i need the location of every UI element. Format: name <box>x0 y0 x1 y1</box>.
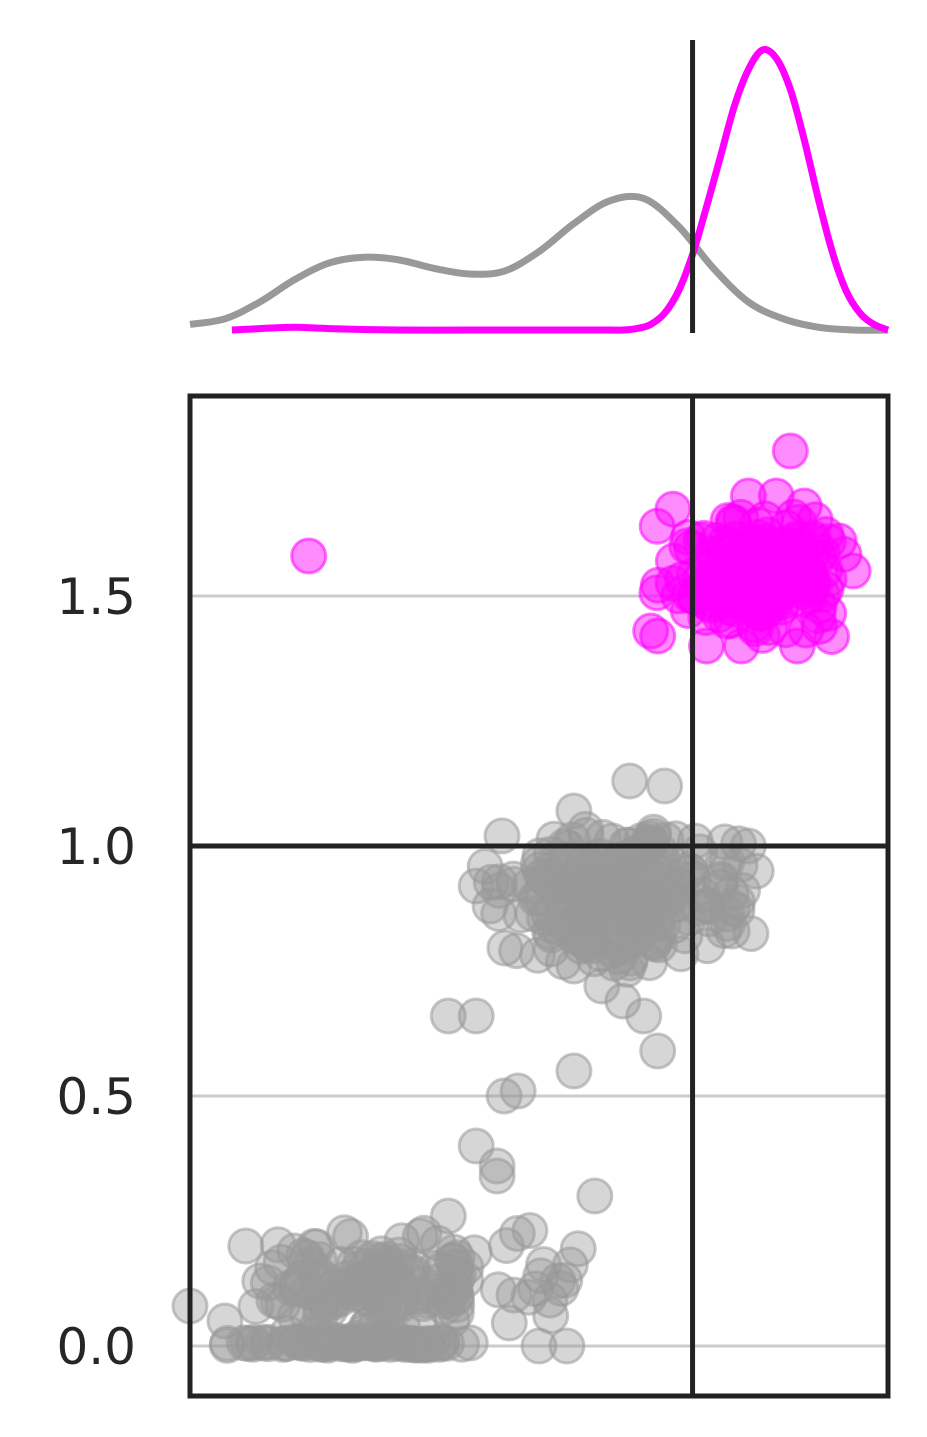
scatter-point-670 <box>785 487 823 525</box>
scatter-point-393 <box>498 932 536 970</box>
scatter-point-672 <box>834 552 872 590</box>
scatter-point-194 <box>312 1320 350 1358</box>
ytick-label-3: 1.5 <box>56 568 136 626</box>
scatter-point-472 <box>429 1197 467 1235</box>
scatter-point-486 <box>555 947 593 985</box>
scatter-point-467 <box>206 1302 244 1340</box>
scatter-point-453 <box>676 822 714 860</box>
scatter-point-666 <box>290 537 328 575</box>
scatter-point-203 <box>401 1278 439 1316</box>
scatter-point-667 <box>771 432 809 470</box>
scatter-point-675 <box>660 577 698 615</box>
scatter-point-490 <box>548 1327 586 1365</box>
scatter-point-458 <box>614 921 652 959</box>
scatter-point-478 <box>555 1052 593 1090</box>
scatter-points <box>171 432 872 1365</box>
ytick-label-1: 0.5 <box>56 1068 136 1126</box>
scatter-point-477 <box>499 1072 537 1110</box>
scatter-point-173 <box>434 1242 472 1280</box>
y-axis-tick-labels: 0.0 0.5 1.0 1.5 <box>56 568 136 1376</box>
scatter-point-200 <box>380 1321 418 1359</box>
scatter-point-671 <box>820 522 858 560</box>
scatter-point-661 <box>718 566 756 604</box>
scatter-panel: 0.0 0.5 1.0 1.5 <box>56 393 891 1399</box>
scatter-point-674 <box>639 617 677 655</box>
scatter-point-473 <box>478 1157 516 1195</box>
scatter-point-677 <box>722 627 760 665</box>
scatter-point-221 <box>495 1276 533 1314</box>
scatter-point-465 <box>528 862 566 900</box>
scatter-point-475 <box>478 1147 516 1185</box>
scatter-point-67 <box>235 1323 273 1361</box>
ytick-label-0: 0.0 <box>56 1318 136 1376</box>
threshold-lines <box>190 396 888 1396</box>
scatter-point-480 <box>429 997 467 1035</box>
scatter-point-669 <box>757 477 795 515</box>
scatter-point-485 <box>583 967 621 1005</box>
scatter-point-493 <box>611 762 649 800</box>
kde-curve-0 <box>189 192 889 334</box>
scatter-point-156 <box>332 1217 369 1255</box>
scatter-point-219 <box>510 1278 548 1316</box>
scatter-point-218 <box>490 1304 528 1342</box>
scatter-point-664 <box>709 502 747 539</box>
scatter-point-668 <box>729 477 767 515</box>
scatter-point-225 <box>559 1230 597 1268</box>
scatter-point-484 <box>639 1032 677 1070</box>
scatter-point-491 <box>520 1327 558 1365</box>
scatter-point-454 <box>581 839 619 877</box>
scatter-point-457 <box>580 851 618 889</box>
scatter-point-481 <box>457 997 495 1035</box>
scatter-point-488 <box>471 887 509 925</box>
scatter-point-204 <box>302 1296 340 1334</box>
scatter-point-678 <box>778 627 816 665</box>
scatter-point-416 <box>713 912 751 950</box>
scatter-point-492 <box>555 792 593 830</box>
scatter-point-209 <box>255 1281 293 1319</box>
scatter-point-479 <box>576 1177 614 1215</box>
scatter-point-489 <box>702 862 739 900</box>
scatter-point-471 <box>401 1217 439 1255</box>
scatter-point-462 <box>705 912 743 950</box>
scatter-point-201 <box>381 1287 419 1324</box>
scatter-point-487 <box>457 867 495 905</box>
scatter-point-461 <box>606 898 644 936</box>
scatter-point-482 <box>604 982 642 1020</box>
scatter-point-651 <box>751 531 789 569</box>
scatter-point-222 <box>522 1257 560 1295</box>
plot-frame <box>187 393 891 1399</box>
scatter-point-468 <box>227 1227 265 1265</box>
scatter-point-208 <box>338 1263 376 1301</box>
ytick-label-2: 1.0 <box>56 818 136 876</box>
scatter-point-448 <box>593 853 631 891</box>
scatter-point-464 <box>622 822 660 860</box>
kde-curve-1 <box>231 46 890 334</box>
marginal-kde-panel <box>189 40 890 334</box>
scatter-point-224 <box>511 1212 549 1249</box>
scatter-point-470 <box>276 1232 314 1270</box>
scatter-point-494 <box>646 767 684 805</box>
scatter-point-614 <box>654 490 692 528</box>
scatter-point-206 <box>404 1265 442 1303</box>
scatter-point-444 <box>535 907 573 945</box>
scatter-point-656 <box>705 532 743 570</box>
scatter-point-483 <box>625 997 663 1035</box>
scatter-point-451 <box>466 848 504 885</box>
scatter-point-679 <box>799 597 837 635</box>
scatter-point-460 <box>667 854 705 892</box>
scatter-point-662 <box>762 574 800 612</box>
scatter-point-434 <box>666 917 704 955</box>
scatter-point-469 <box>241 1262 279 1300</box>
scatter-point-447 <box>732 915 770 953</box>
